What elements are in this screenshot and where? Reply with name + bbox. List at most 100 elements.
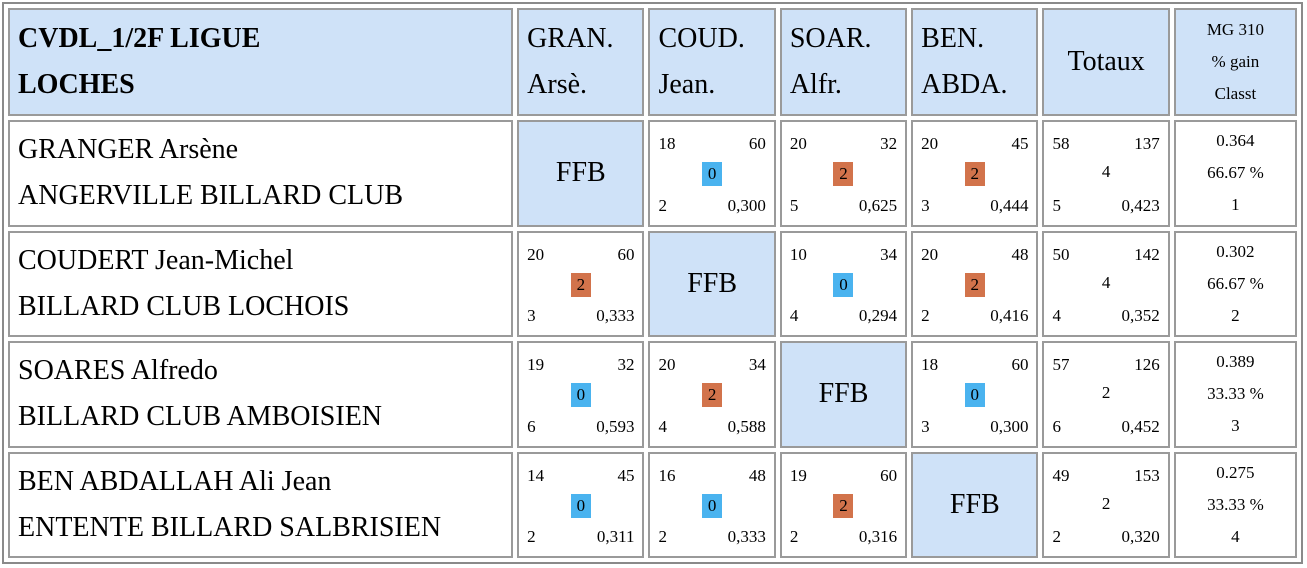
mg-cell: 0.389 33.33 % 3: [1173, 341, 1297, 448]
total-distance: 142: [1134, 244, 1160, 264]
match-cell: 20 32 2 5 0,625: [779, 120, 908, 227]
gain-percent: 66.67 %: [1207, 163, 1264, 183]
match-average: 0,625: [858, 195, 898, 215]
mg-cell: 0.302 66.67 % 2: [1173, 230, 1297, 337]
match-distance: 60: [748, 134, 766, 153]
club-name: ANGERVILLE BILLARD CLUB: [18, 180, 404, 212]
match-cell: 20 60 2 3 0,333: [517, 230, 645, 337]
total-average: 0,423: [1121, 195, 1160, 215]
opponent-header-2: COUD. Jean.: [648, 8, 776, 116]
mg-value: 0.302: [1216, 241, 1255, 261]
match-innings: 2: [658, 195, 667, 215]
opponent-header-first: Alfr.: [789, 69, 842, 100]
opponent-header-first: Jean.: [658, 69, 716, 100]
player-cell: SOARES Alfredo BILLARD CLUB AMBOISIEN: [8, 341, 514, 448]
player-row: GRANGER Arsène ANGERVILLE BILLARD CLUB F…: [8, 120, 1297, 227]
total-points: 50: [1052, 244, 1070, 264]
competition-title-line1: CVDL_1/2F LIGUE: [18, 23, 261, 54]
match-points: 20: [527, 244, 545, 264]
club-name: BILLARD CLUB LOCHOIS: [18, 290, 350, 322]
match-distance: 34: [748, 355, 766, 374]
header-row: CVDL_1/2F LIGUE LOCHES GRAN. Arsè. COUD.…: [8, 8, 1297, 116]
match-average: 0,333: [727, 527, 766, 546]
match-innings: 6: [527, 416, 536, 436]
match-result-badge: 2: [833, 493, 854, 518]
match-innings: 3: [527, 306, 536, 325]
mg-value: 0.389: [1216, 352, 1255, 372]
match-cell: 20 48 2 2 0,416: [911, 230, 1039, 337]
club-name: BILLARD CLUB AMBOISIEN: [18, 401, 383, 433]
club-name: ENTENTE BILLARD SALBRISIEN: [18, 511, 442, 543]
match-points: 18: [658, 134, 676, 153]
opponent-header-abbr: SOAR.: [789, 23, 872, 54]
self-cell-ffb: FFB: [779, 341, 908, 448]
totals-header: Totaux: [1042, 8, 1170, 116]
total-result: 2: [1101, 493, 1111, 513]
gain-percent: 33.33 %: [1207, 494, 1264, 514]
competition-title: CVDL_1/2F LIGUE LOCHES: [8, 8, 514, 116]
match-innings: 4: [658, 416, 667, 436]
match-cell: 14 45 0 2 0,311: [517, 451, 645, 558]
gain-percent: 33.33 %: [1207, 384, 1264, 404]
player-name: GRANGER Arsène: [18, 134, 239, 166]
opponent-header-abbr: BEN.: [921, 23, 985, 54]
mg-header: MG 310 % gain Classt: [1173, 8, 1297, 116]
match-distance: 32: [880, 134, 898, 153]
match-innings: 2: [921, 306, 930, 325]
match-result-badge: 2: [964, 162, 985, 186]
match-average: 0,311: [596, 527, 635, 546]
total-innings: 5: [1052, 195, 1061, 215]
match-average: 0,300: [727, 195, 766, 215]
match-cell: 16 48 0 2 0,333: [648, 451, 776, 558]
total-result: 2: [1101, 383, 1111, 402]
totals-cell: 57 126 2 6 0,452: [1042, 341, 1170, 448]
match-distance: 45: [1011, 134, 1029, 153]
match-points: 20: [658, 355, 676, 374]
rank: 2: [1231, 305, 1240, 325]
match-distance: 45: [617, 465, 635, 485]
mg-header-line3: Classt: [1214, 84, 1257, 103]
match-innings: 2: [527, 527, 536, 546]
match-innings: 2: [789, 527, 799, 546]
match-distance: 60: [880, 465, 898, 485]
opponent-header-3: SOAR. Alfr.: [779, 8, 908, 116]
match-average: 0,416: [990, 306, 1029, 325]
player-cell: COUDERT Jean-Michel BILLARD CLUB LOCHOIS: [8, 230, 514, 337]
match-innings: 2: [658, 527, 667, 546]
match-cell: 20 34 2 4 0,588: [648, 341, 776, 448]
match-innings: 4: [789, 306, 799, 325]
match-result-badge: 0: [570, 383, 591, 407]
mg-cell: 0.275 33.33 % 4: [1173, 451, 1297, 558]
match-result-badge: 2: [833, 162, 854, 186]
player-row: SOARES Alfredo BILLARD CLUB AMBOISIEN 19…: [8, 341, 1297, 448]
match-result-badge: 0: [702, 493, 723, 518]
self-cell-ffb: FFB: [648, 230, 776, 337]
match-cell: 19 32 0 6 0,593: [517, 341, 645, 448]
match-result-badge: 0: [570, 493, 591, 518]
opponent-header-1: GRAN. Arsè.: [517, 8, 645, 116]
mg-value: 0.364: [1216, 131, 1255, 151]
mg-cell: 0.364 66.67 % 1: [1173, 120, 1297, 227]
player-row: BEN ABDALLAH Ali Jean ENTENTE BILLARD SA…: [8, 451, 1297, 558]
match-points: 20: [789, 134, 807, 153]
match-average: 0,444: [990, 195, 1029, 215]
match-points: 10: [789, 244, 807, 264]
total-innings: 6: [1052, 416, 1061, 436]
player-name: COUDERT Jean-Michel: [18, 244, 294, 276]
match-points: 14: [527, 465, 545, 485]
total-distance: 126: [1134, 355, 1160, 374]
self-cell-ffb: FFB: [911, 451, 1039, 558]
match-points: 19: [527, 355, 545, 374]
mg-value: 0.275: [1216, 462, 1255, 482]
competition-title-line2: LOCHES: [18, 69, 135, 100]
total-average: 0,452: [1121, 416, 1160, 436]
player-name: SOARES Alfredo: [18, 355, 218, 387]
player-cell: BEN ABDALLAH Ali Jean ENTENTE BILLARD SA…: [8, 451, 514, 558]
opponent-header-abbr: COUD.: [658, 23, 745, 54]
total-innings: 4: [1052, 306, 1061, 325]
rank: 1: [1231, 195, 1240, 215]
match-innings: 3: [921, 195, 930, 215]
opponent-header-4: BEN. ABDA.: [911, 8, 1039, 116]
total-points: 49: [1052, 465, 1070, 485]
match-average: 0,333: [596, 306, 635, 325]
